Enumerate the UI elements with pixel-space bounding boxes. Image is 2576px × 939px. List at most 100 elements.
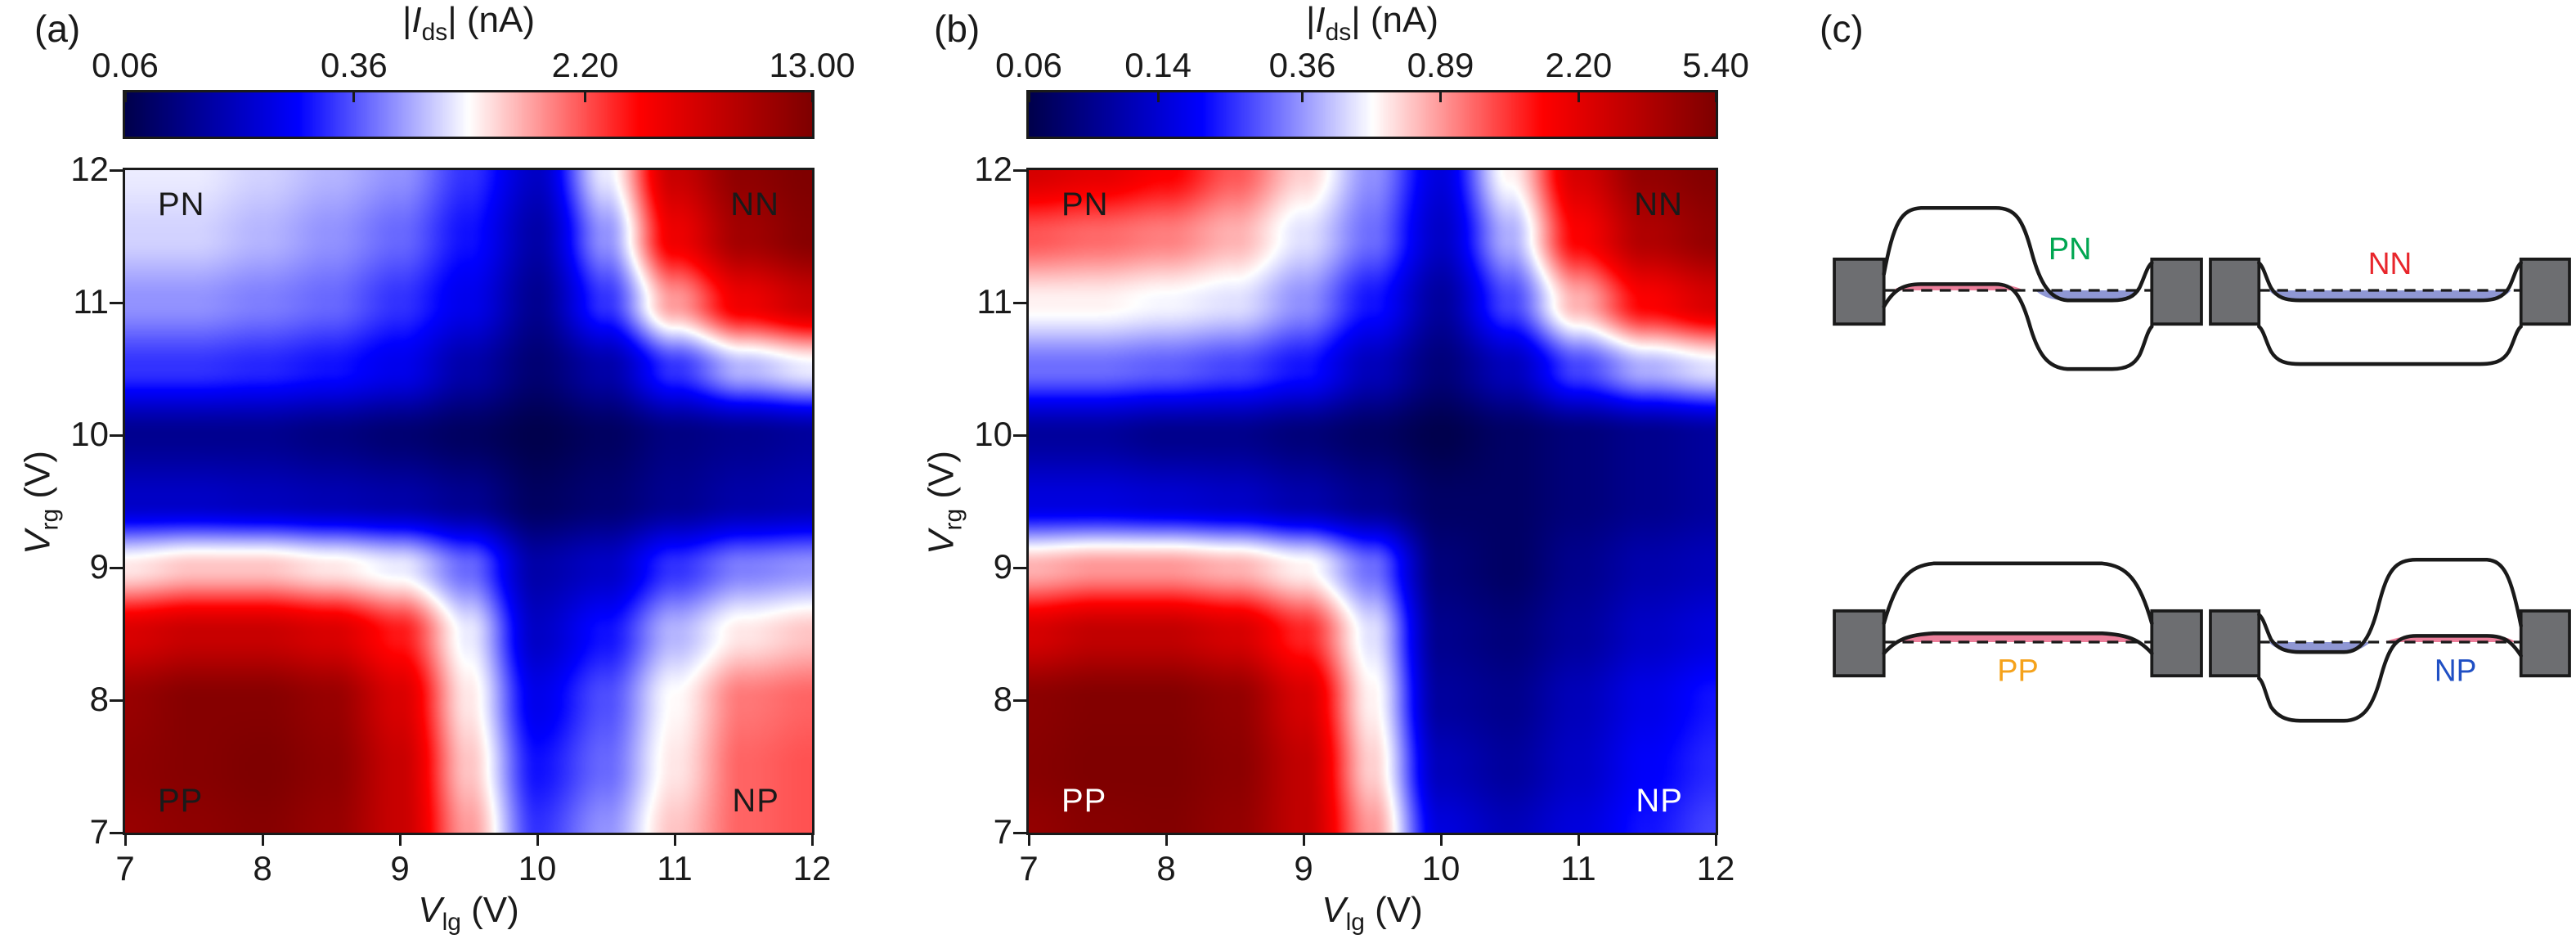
region-label-pn: PN (158, 186, 205, 222)
y-axis-tick-label: 8 (993, 680, 1012, 719)
valence-band-curve (1882, 631, 2154, 656)
region-label-pp: PP (1061, 783, 1107, 819)
title-symbol: I (411, 0, 422, 40)
colorbar-b (1026, 90, 1718, 139)
xlabel-suffix: (V) (1364, 890, 1423, 930)
ylabel-symbol: V (921, 530, 962, 555)
colorbar-a (123, 90, 815, 139)
electron-region (2269, 642, 2371, 653)
conduction-band-curve (2257, 557, 2523, 654)
band-diagram-nn: NN (2208, 172, 2572, 409)
title-prefix: | (1305, 0, 1316, 40)
x-axis-tick (536, 833, 539, 846)
y-axis-tick-label: 9 (89, 547, 109, 586)
x-axis-tick-label: 11 (1560, 849, 1596, 887)
colorbar-tick (1438, 92, 1442, 102)
x-axis-label-a: Vlg (V) (125, 890, 812, 937)
title-subscript: ds (421, 18, 448, 46)
y-axis-label-b: Vrg (V) (922, 339, 968, 666)
x-axis-tick-label: 11 (657, 849, 693, 887)
band-diagram-pn: PN (1832, 172, 2204, 409)
pp-label: PP (1997, 654, 2039, 688)
xlabel-symbol: V (1322, 890, 1346, 930)
y-axis-tick-label: 7 (993, 812, 1012, 851)
x-axis-tick (1027, 833, 1030, 846)
valence-band-curve (2257, 634, 2523, 723)
title-subscript: ds (1325, 18, 1352, 46)
colorbar-tick (1027, 92, 1030, 102)
y-axis-tick (110, 168, 123, 172)
x-axis-tick (1714, 833, 1717, 846)
colorbar-b-gradient (1029, 92, 1716, 137)
colorbar-tick-labels-b: 0.06 0.14 0.36 0.89 2.20 5.40 (995, 46, 1749, 85)
y-axis-tick-label: 9 (993, 547, 1012, 586)
colorbar-tick-label: 5.40 (1682, 46, 1749, 84)
y-axis-tick-labels-a: 7 8 9 10 11 12 (45, 150, 109, 851)
heatmap-b: PN NN PP NP (1013, 168, 1718, 846)
panel-c-label: (c) (1820, 7, 1864, 50)
region-label-np: NP (1636, 783, 1683, 819)
valence-band-curve (2257, 324, 2523, 366)
x-axis-tick-label: 12 (792, 849, 832, 887)
band-diagram-nn-svg: NN (2209, 246, 2571, 366)
x-axis-tick-label: 10 (1421, 849, 1461, 887)
colorbar-tick (584, 92, 587, 102)
x-axis-tick-label: 9 (390, 849, 410, 887)
band-diagram-np-svg: NP (2209, 557, 2571, 723)
x-axis-tick-label: 9 (1294, 849, 1313, 887)
x-axis-tick (1577, 833, 1580, 846)
xlabel-symbol: V (418, 890, 442, 930)
ylabel-suffix: (V) (921, 450, 962, 509)
y-axis-tick (1013, 699, 1026, 702)
right-contact (2150, 257, 2203, 326)
np-label: NP (2435, 653, 2476, 688)
band-diagram-pn-svg: PN (1833, 205, 2203, 371)
ylabel-subscript: rg (940, 508, 967, 531)
title-prefix: | (402, 0, 412, 40)
right-contact (2150, 609, 2203, 678)
heatmap-b-canvas (1029, 170, 1716, 833)
xlabel-subscript: lg (1345, 908, 1365, 936)
colorbar-tick (1714, 92, 1717, 102)
conduction-band-curve (1882, 561, 2154, 626)
xlabel-subscript: lg (442, 908, 461, 936)
y-axis-tick (1013, 566, 1026, 569)
panel-b-label: (b) (934, 7, 981, 50)
title-symbol: I (1315, 0, 1326, 40)
band-diagram-np: NP (2208, 523, 2572, 761)
colorbar-tick-label: 0.14 (1124, 46, 1192, 84)
region-label-pp: PP (158, 783, 204, 819)
hole-region (1898, 633, 2138, 642)
colorbar-tick-label: 0.36 (320, 46, 388, 84)
left-contact (2209, 257, 2261, 326)
right-contact (2519, 609, 2571, 678)
region-label-np: NP (732, 783, 779, 819)
x-axis-tick (1439, 833, 1443, 846)
region-label-nn: NN (730, 186, 779, 222)
colorbar-tick-label: 0.36 (1268, 46, 1336, 84)
right-contact (2519, 257, 2571, 326)
x-axis-tick-labels-a: 7 8 9 10 11 12 (115, 849, 831, 888)
left-contact (2209, 609, 2261, 678)
x-axis-tick-label: 12 (1696, 849, 1735, 887)
x-axis-tick-label: 8 (253, 849, 272, 887)
conduction-band-curve (1882, 205, 2154, 303)
conduction-band-curve (2257, 261, 2523, 303)
left-contact (1833, 609, 1886, 678)
colorbar-tick (123, 92, 127, 102)
colorbar-tick (1300, 92, 1304, 102)
x-axis-tick-labels-b: 7 8 9 10 11 12 (1019, 849, 1735, 888)
colorbar-tick-labels-a: 0.06 0.36 2.20 13.00 (92, 46, 855, 85)
colorbar-tick-label: 2.20 (551, 46, 619, 84)
colorbar-tick (352, 92, 356, 102)
colorbar-title-a: |Ids| (nA) (125, 0, 812, 47)
colorbar-tick (1156, 92, 1160, 102)
y-axis-tick (110, 699, 123, 702)
colorbar-tick-label: 0.89 (1407, 46, 1474, 84)
x-axis-tick (1302, 833, 1305, 846)
nn-label: NN (2368, 246, 2412, 281)
y-axis-tick-label: 10 (70, 415, 109, 454)
colorbar-tick (810, 92, 814, 102)
x-axis-tick (1165, 833, 1168, 846)
